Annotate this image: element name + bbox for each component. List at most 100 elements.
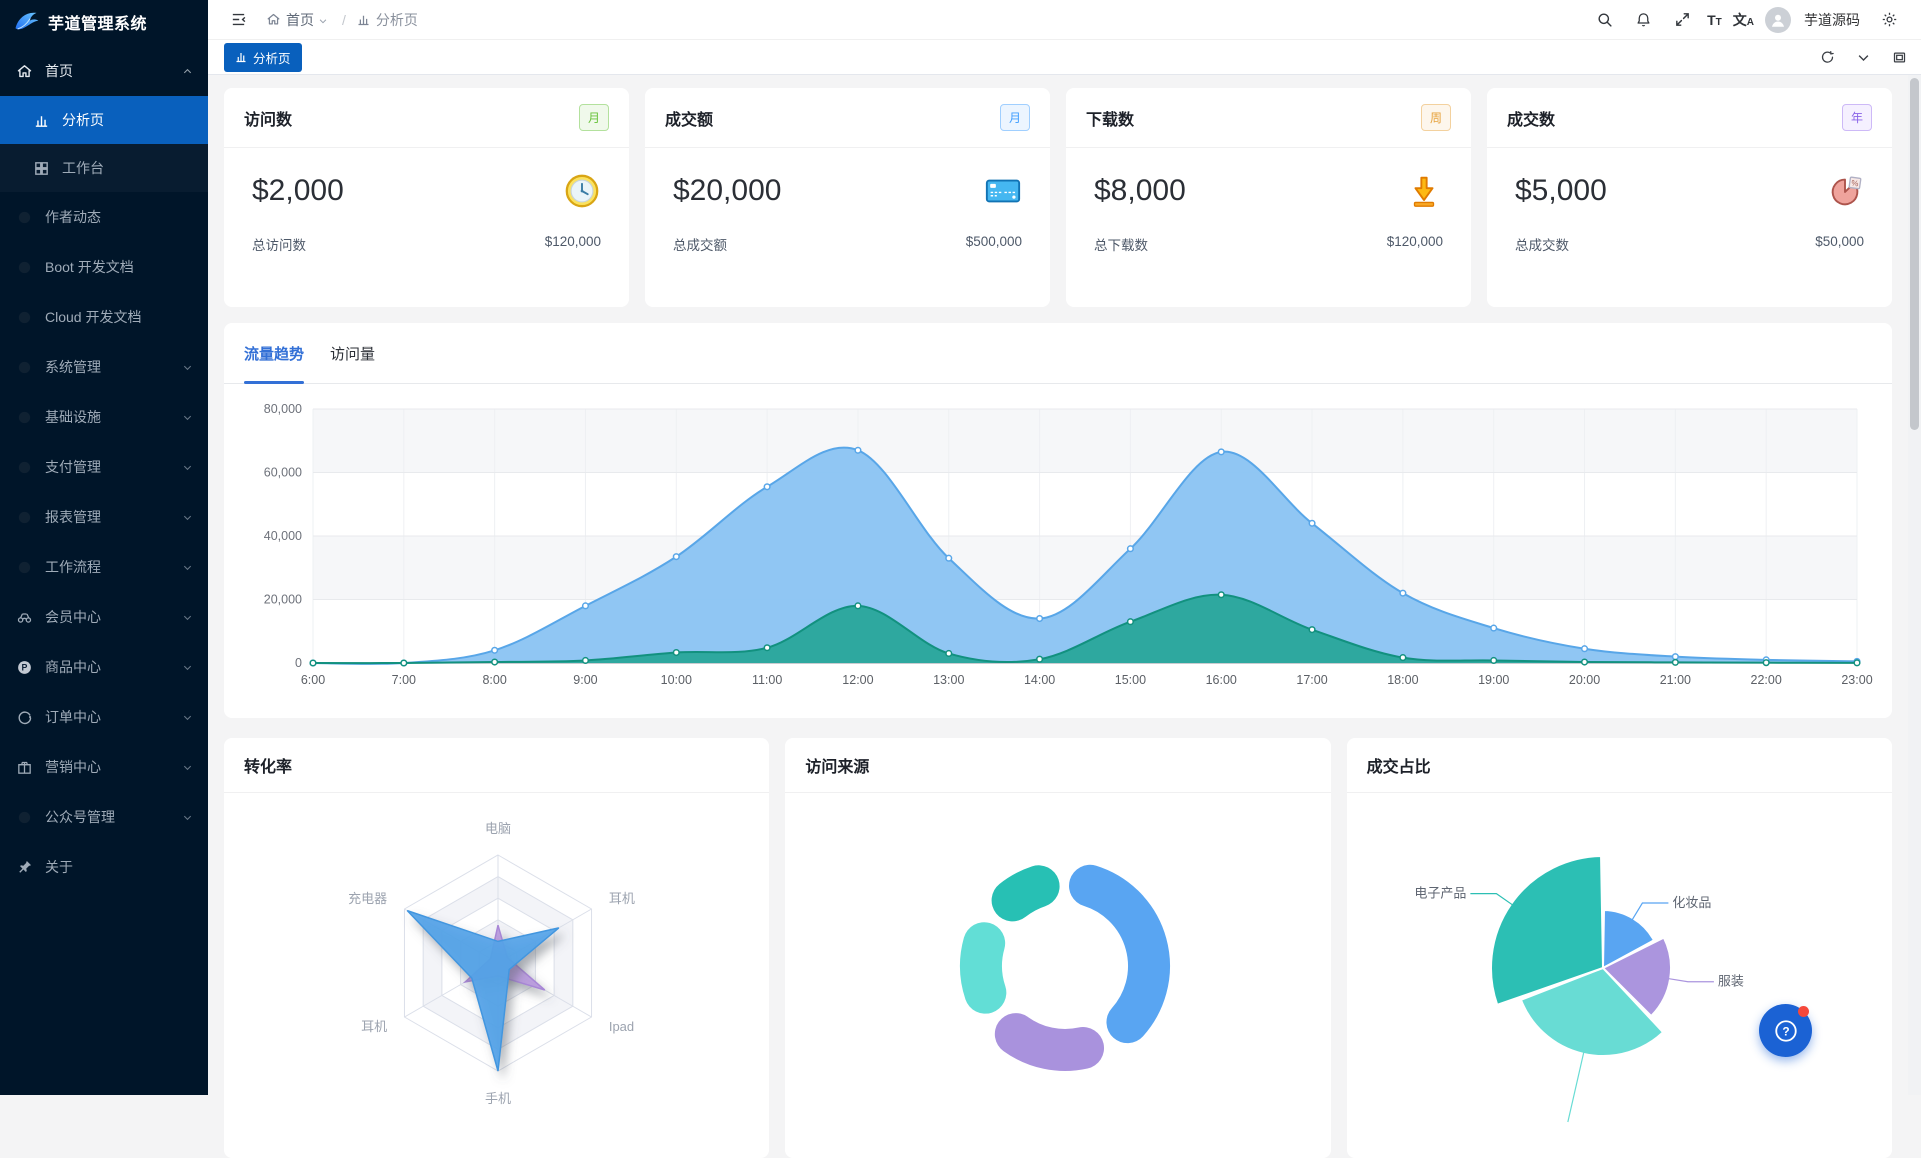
- sidebar-item[interactable]: 支付管理: [0, 442, 208, 492]
- breadcrumb-home[interactable]: 首页: [286, 10, 314, 30]
- fullscreen-button[interactable]: [1668, 6, 1696, 34]
- sidebar-item-label: 工作流程: [45, 557, 182, 577]
- pin-icon: [16, 858, 34, 876]
- sidebar-item-label: 首页: [45, 61, 182, 81]
- stat-value: $8,000: [1094, 174, 1186, 208]
- help-button[interactable]: ?: [1759, 1004, 1812, 1057]
- sidebar-item[interactable]: 首页: [0, 46, 208, 96]
- svg-text:19:00: 19:00: [1478, 673, 1509, 687]
- notification-button[interactable]: [1629, 6, 1657, 34]
- trend-tab[interactable]: 流量趋势: [244, 323, 304, 383]
- avatar[interactable]: [1765, 7, 1791, 33]
- dot-icon: [16, 358, 34, 376]
- tabs-bar: 分析页: [208, 40, 1921, 75]
- trend-tab[interactable]: 访问量: [330, 323, 375, 383]
- tabbar-actions: [1820, 50, 1907, 65]
- visit-source-donut-chart[interactable]: [785, 793, 1330, 1158]
- svg-text:60,000: 60,000: [264, 466, 302, 480]
- svg-text:14:00: 14:00: [1024, 673, 1055, 687]
- svg-text:16:00: 16:00: [1206, 673, 1237, 687]
- caret-down-icon[interactable]: [318, 16, 328, 26]
- username[interactable]: 芋道源码: [1804, 10, 1860, 30]
- maximize-button[interactable]: [1892, 50, 1907, 65]
- stat-value: $5,000: [1515, 174, 1607, 208]
- sidebar-item[interactable]: 营销中心: [0, 742, 208, 792]
- sidebar-item[interactable]: 作者动态: [0, 192, 208, 242]
- main-area: 首页 / 分析页 TT 文A 芋道源码: [208, 0, 1921, 1095]
- app-title: 芋道管理系统: [48, 10, 147, 34]
- stat-card-footer: 总成交数 $50,000: [1487, 220, 1892, 254]
- sidebar-item[interactable]: 关于: [0, 842, 208, 892]
- scrollbar-track[interactable]: [1908, 75, 1921, 1095]
- svg-text:Ipad: Ipad: [609, 1019, 634, 1034]
- sidebar-item[interactable]: 工作台: [0, 144, 208, 192]
- svg-text:0: 0: [295, 656, 302, 670]
- stat-card-header: 成交额 月: [645, 88, 1050, 148]
- chevron-down-icon: [1856, 50, 1871, 65]
- sidebar-item[interactable]: Cloud 开发文档: [0, 292, 208, 342]
- sidebar-item[interactable]: 订单中心: [0, 692, 208, 742]
- pie-slice-label: 电子产品: [1414, 886, 1466, 901]
- sidebar-item[interactable]: 公众号管理: [0, 792, 208, 842]
- sidebar-item-label: 报表管理: [45, 507, 182, 527]
- home-icon: [16, 62, 34, 80]
- panel-title: 转化率: [244, 753, 292, 777]
- stat-footer-label: 总访问数: [252, 234, 306, 254]
- pie-slice-label: 化妆品: [1672, 895, 1711, 910]
- app-logo[interactable]: 芋道管理系统: [0, 0, 208, 44]
- chevron-down-icon: [182, 662, 194, 673]
- stat-footer-label: 总下载数: [1094, 234, 1148, 254]
- language-button[interactable]: 文A: [1733, 10, 1754, 30]
- gift-icon: [16, 758, 34, 776]
- sidebar-item[interactable]: 分析页: [0, 96, 208, 144]
- sidebar-item-label: 分析页: [62, 110, 194, 130]
- dot-icon: [16, 458, 34, 476]
- refresh-button[interactable]: [1820, 50, 1835, 65]
- page-content: 访问数 月 $2,000 总访问数 $120,000 成交额 月 $20,000…: [208, 75, 1921, 1158]
- stat-card-body: $8,000: [1066, 148, 1471, 220]
- dot-icon: [16, 508, 34, 526]
- home-icon[interactable]: [266, 12, 281, 27]
- svg-text:%: %: [1851, 178, 1859, 188]
- dot-icon: [16, 808, 34, 826]
- scrollbar-thumb[interactable]: [1910, 78, 1919, 430]
- panel-title: 成交占比: [1367, 753, 1431, 777]
- sidebar-item[interactable]: Boot 开发文档: [0, 242, 208, 292]
- svg-text:21:00: 21:00: [1660, 673, 1691, 687]
- top-navbar: 首页 / 分析页 TT 文A 芋道源码: [208, 0, 1921, 40]
- fullscreen-icon: [1674, 11, 1691, 28]
- period-badge: 月: [579, 104, 609, 131]
- sidebar-collapse-button[interactable]: [224, 6, 252, 34]
- svg-text:17:00: 17:00: [1296, 673, 1327, 687]
- stat-card: 成交数 年 $5,000 % 总成交数 $50,000: [1487, 88, 1892, 307]
- sidebar-item[interactable]: 工作流程: [0, 542, 208, 592]
- font-size-button[interactable]: TT: [1707, 12, 1722, 28]
- sidebar-item[interactable]: 系统管理: [0, 342, 208, 392]
- sidebar-item-label: 作者动态: [45, 207, 194, 227]
- svg-text:?: ?: [1782, 1024, 1789, 1038]
- stat-card-title: 访问数: [244, 106, 292, 130]
- svg-text:20,000: 20,000: [264, 593, 302, 607]
- sidebar-item[interactable]: 报表管理: [0, 492, 208, 542]
- gear-icon: [1881, 11, 1898, 28]
- bell-icon: [1635, 11, 1652, 28]
- stat-footer-value: $120,000: [1387, 234, 1443, 254]
- sidebar-item-label: 商品中心: [45, 657, 182, 677]
- navbar-actions: TT 文A 芋道源码: [1590, 6, 1903, 34]
- settings-button[interactable]: [1875, 6, 1903, 34]
- svg-text:11:00: 11:00: [752, 673, 782, 687]
- stat-footer-label: 总成交额: [673, 234, 727, 254]
- active-tab-tag[interactable]: 分析页: [224, 43, 302, 72]
- tabs-collapse-button[interactable]: [1856, 50, 1871, 65]
- search-button[interactable]: [1590, 6, 1618, 34]
- sidebar-item[interactable]: 基础设施: [0, 392, 208, 442]
- svg-text:20:00: 20:00: [1569, 673, 1600, 687]
- sidebar-item[interactable]: 会员中心: [0, 592, 208, 642]
